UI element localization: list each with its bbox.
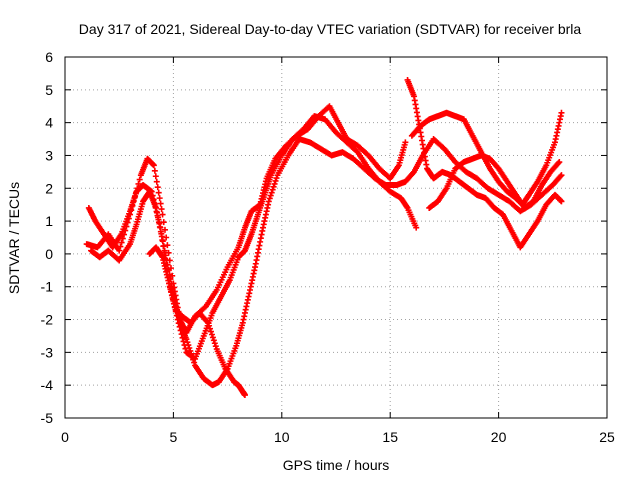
grid-lines bbox=[65, 57, 607, 418]
data-point bbox=[154, 184, 161, 191]
y-tick-label: -5 bbox=[41, 410, 54, 426]
data-point bbox=[555, 160, 562, 167]
x-axis-label: GPS time / hours bbox=[283, 457, 390, 473]
data-point bbox=[155, 189, 162, 196]
data-point bbox=[211, 340, 218, 347]
series-track-4 bbox=[146, 244, 248, 399]
y-tick-label: -4 bbox=[41, 377, 54, 393]
data-points bbox=[83, 76, 565, 399]
y-tick-label: 5 bbox=[45, 82, 53, 98]
data-point bbox=[187, 347, 194, 354]
data-point bbox=[269, 186, 276, 193]
data-point bbox=[160, 242, 167, 249]
data-point bbox=[154, 214, 161, 221]
series-track-1 bbox=[83, 103, 409, 336]
data-point bbox=[556, 159, 563, 166]
data-point bbox=[116, 247, 123, 254]
y-tick-label: -1 bbox=[41, 279, 54, 295]
data-point bbox=[209, 334, 216, 341]
x-tick-label: 20 bbox=[491, 429, 507, 445]
data-point bbox=[161, 226, 168, 233]
data-point bbox=[189, 353, 196, 360]
data-point bbox=[135, 180, 142, 187]
data-point bbox=[266, 195, 273, 202]
y-axis-label: SDTVAR / TECUs bbox=[6, 182, 22, 294]
data-point bbox=[402, 139, 409, 146]
data-point bbox=[413, 224, 420, 231]
data-point bbox=[159, 238, 166, 245]
data-point bbox=[153, 178, 160, 185]
axis-ticks bbox=[64, 56, 608, 419]
data-point bbox=[273, 175, 280, 182]
data-point bbox=[267, 192, 274, 199]
x-tick-label: 15 bbox=[382, 429, 398, 445]
data-point bbox=[186, 344, 193, 351]
data-point bbox=[210, 337, 217, 344]
y-tick-label: -3 bbox=[41, 344, 54, 360]
data-point bbox=[190, 356, 197, 363]
series-track-7 bbox=[426, 152, 563, 211]
x-tick-label: 0 bbox=[61, 429, 69, 445]
data-point bbox=[151, 167, 158, 174]
data-point bbox=[208, 331, 215, 338]
series-track-2 bbox=[85, 113, 420, 362]
y-tick-labels: -5 -4 -3 -2 -1 0 1 2 3 4 5 6 bbox=[41, 49, 54, 426]
y-tick-label: 4 bbox=[45, 115, 53, 131]
data-point bbox=[185, 342, 192, 349]
data-point bbox=[558, 109, 565, 116]
data-point bbox=[164, 261, 171, 268]
data-point bbox=[155, 219, 162, 226]
data-point bbox=[150, 162, 157, 169]
y-tick-label: 2 bbox=[45, 180, 53, 196]
data-point bbox=[204, 318, 211, 325]
data-point bbox=[117, 243, 124, 250]
data-point bbox=[557, 173, 564, 180]
data-point bbox=[159, 211, 166, 218]
data-point bbox=[184, 339, 191, 346]
data-point bbox=[212, 343, 219, 350]
data-point bbox=[161, 247, 168, 254]
data-point bbox=[158, 206, 165, 213]
chart-title: Day 317 of 2021, Sidereal Day-to-day VTE… bbox=[79, 21, 582, 37]
x-tick-labels: 0 5 10 15 20 25 bbox=[61, 429, 615, 445]
data-point bbox=[241, 392, 248, 399]
y-tick-label: 3 bbox=[45, 147, 53, 163]
data-point bbox=[157, 200, 164, 207]
data-point bbox=[558, 198, 565, 205]
data-point bbox=[183, 336, 190, 343]
series-track-6 bbox=[408, 109, 565, 208]
data-point bbox=[156, 195, 163, 202]
data-point bbox=[136, 176, 143, 183]
data-point bbox=[207, 328, 214, 335]
data-point bbox=[205, 319, 212, 326]
data-point bbox=[265, 198, 272, 205]
data-point bbox=[188, 350, 195, 357]
x-tick-label: 5 bbox=[170, 429, 178, 445]
data-point bbox=[118, 239, 125, 246]
series-track-5 bbox=[404, 76, 565, 251]
data-point bbox=[270, 183, 277, 190]
data-point bbox=[158, 233, 165, 240]
y-tick-label: 6 bbox=[45, 49, 53, 65]
x-tick-label: 25 bbox=[599, 429, 615, 445]
data-point bbox=[191, 359, 198, 366]
data-point bbox=[156, 223, 163, 230]
plot-frame bbox=[64, 56, 608, 419]
data-point bbox=[207, 325, 214, 332]
x-tick-label: 10 bbox=[274, 429, 290, 445]
data-point bbox=[157, 228, 164, 235]
data-point bbox=[154, 209, 161, 216]
data-point bbox=[163, 234, 170, 241]
y-tick-label: 1 bbox=[45, 213, 53, 229]
data-point bbox=[272, 177, 279, 184]
data-point bbox=[268, 189, 275, 196]
data-point bbox=[152, 173, 159, 180]
y-tick-label: -2 bbox=[41, 312, 54, 328]
data-point bbox=[558, 172, 565, 179]
data-point bbox=[271, 180, 278, 187]
data-point bbox=[153, 204, 160, 211]
data-point bbox=[206, 322, 213, 329]
y-tick-label: 0 bbox=[45, 246, 53, 262]
